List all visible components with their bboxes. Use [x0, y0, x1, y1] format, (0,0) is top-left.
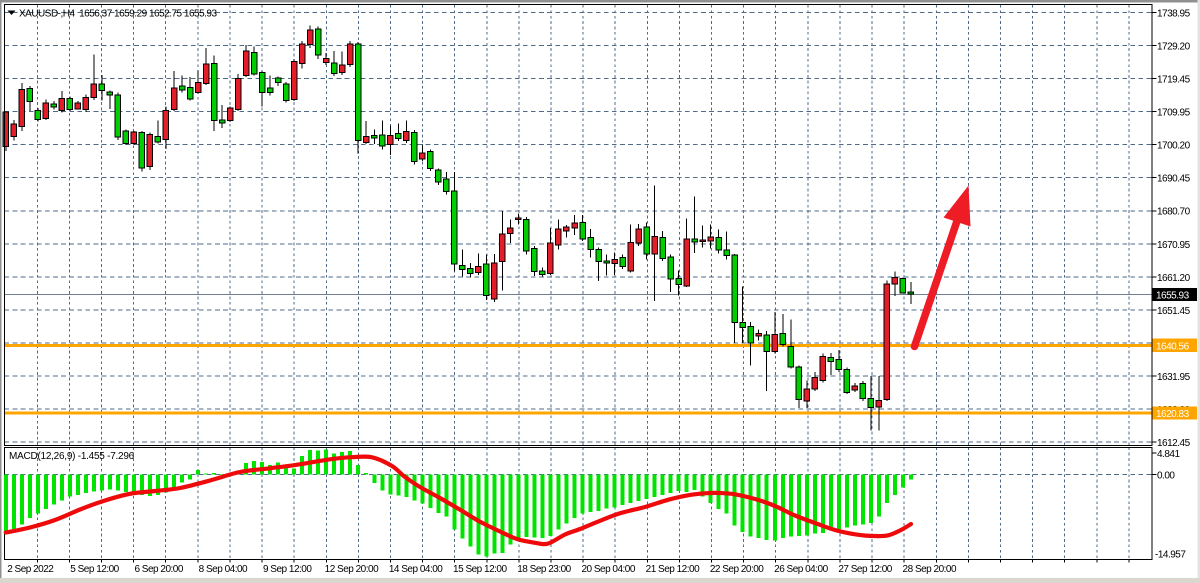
svg-text:2 Sep 2022: 2 Sep 2022 — [7, 564, 54, 575]
svg-text:1631.95: 1631.95 — [1157, 372, 1191, 383]
svg-text:1661.20: 1661.20 — [1157, 273, 1191, 284]
svg-text:1719.45: 1719.45 — [1157, 75, 1191, 86]
svg-text:1680.70: 1680.70 — [1157, 207, 1191, 218]
svg-text:28 Sep 20:00: 28 Sep 20:00 — [903, 564, 957, 575]
svg-text:8 Sep 04:00: 8 Sep 04:00 — [199, 564, 248, 575]
svg-text:18 Sep 23:00: 18 Sep 23:00 — [517, 564, 571, 575]
svg-text:1700.20: 1700.20 — [1157, 141, 1191, 152]
svg-text:XAUUSD-,H4 1656.37 1659.29 16: XAUUSD-,H4 1656.37 1659.29 1652.75 1655.… — [19, 9, 217, 20]
svg-text:1738.95: 1738.95 — [1157, 8, 1191, 19]
svg-text:0.00: 0.00 — [1157, 471, 1175, 482]
svg-text:4.841: 4.841 — [1157, 449, 1180, 460]
svg-text:26 Sep 04:00: 26 Sep 04:00 — [774, 564, 828, 575]
svg-text:1690.45: 1690.45 — [1157, 174, 1191, 185]
svg-text:1655.93: 1655.93 — [1156, 291, 1190, 302]
svg-text:1651.45: 1651.45 — [1157, 306, 1191, 317]
svg-text:1612.45: 1612.45 — [1157, 438, 1191, 449]
svg-text:1729.20: 1729.20 — [1157, 41, 1191, 52]
svg-text:1709.95: 1709.95 — [1157, 108, 1191, 119]
svg-text:5 Sep 12:00: 5 Sep 12:00 — [70, 564, 119, 575]
svg-text:MACD(12,26,9) -1.455 -7.296: MACD(12,26,9) -1.455 -7.296 — [9, 451, 135, 462]
svg-text:6 Sep 20:00: 6 Sep 20:00 — [134, 564, 183, 575]
svg-text:22 Sep 20:00: 22 Sep 20:00 — [710, 564, 764, 575]
svg-text:9 Sep 12:00: 9 Sep 12:00 — [263, 564, 312, 575]
svg-text:27 Sep 12:00: 27 Sep 12:00 — [838, 564, 892, 575]
svg-text:21 Sep 12:00: 21 Sep 12:00 — [646, 564, 700, 575]
svg-text:1670.95: 1670.95 — [1157, 240, 1191, 251]
svg-text:20 Sep 04:00: 20 Sep 04:00 — [581, 564, 635, 575]
svg-text:1620.83: 1620.83 — [1156, 409, 1190, 420]
svg-text:-14.957: -14.957 — [1155, 549, 1186, 560]
svg-text:12 Sep 20:00: 12 Sep 20:00 — [325, 564, 379, 575]
svg-text:1640.56: 1640.56 — [1156, 341, 1190, 352]
svg-text:14 Sep 04:00: 14 Sep 04:00 — [389, 564, 443, 575]
svg-text:15 Sep 12:00: 15 Sep 12:00 — [453, 564, 507, 575]
